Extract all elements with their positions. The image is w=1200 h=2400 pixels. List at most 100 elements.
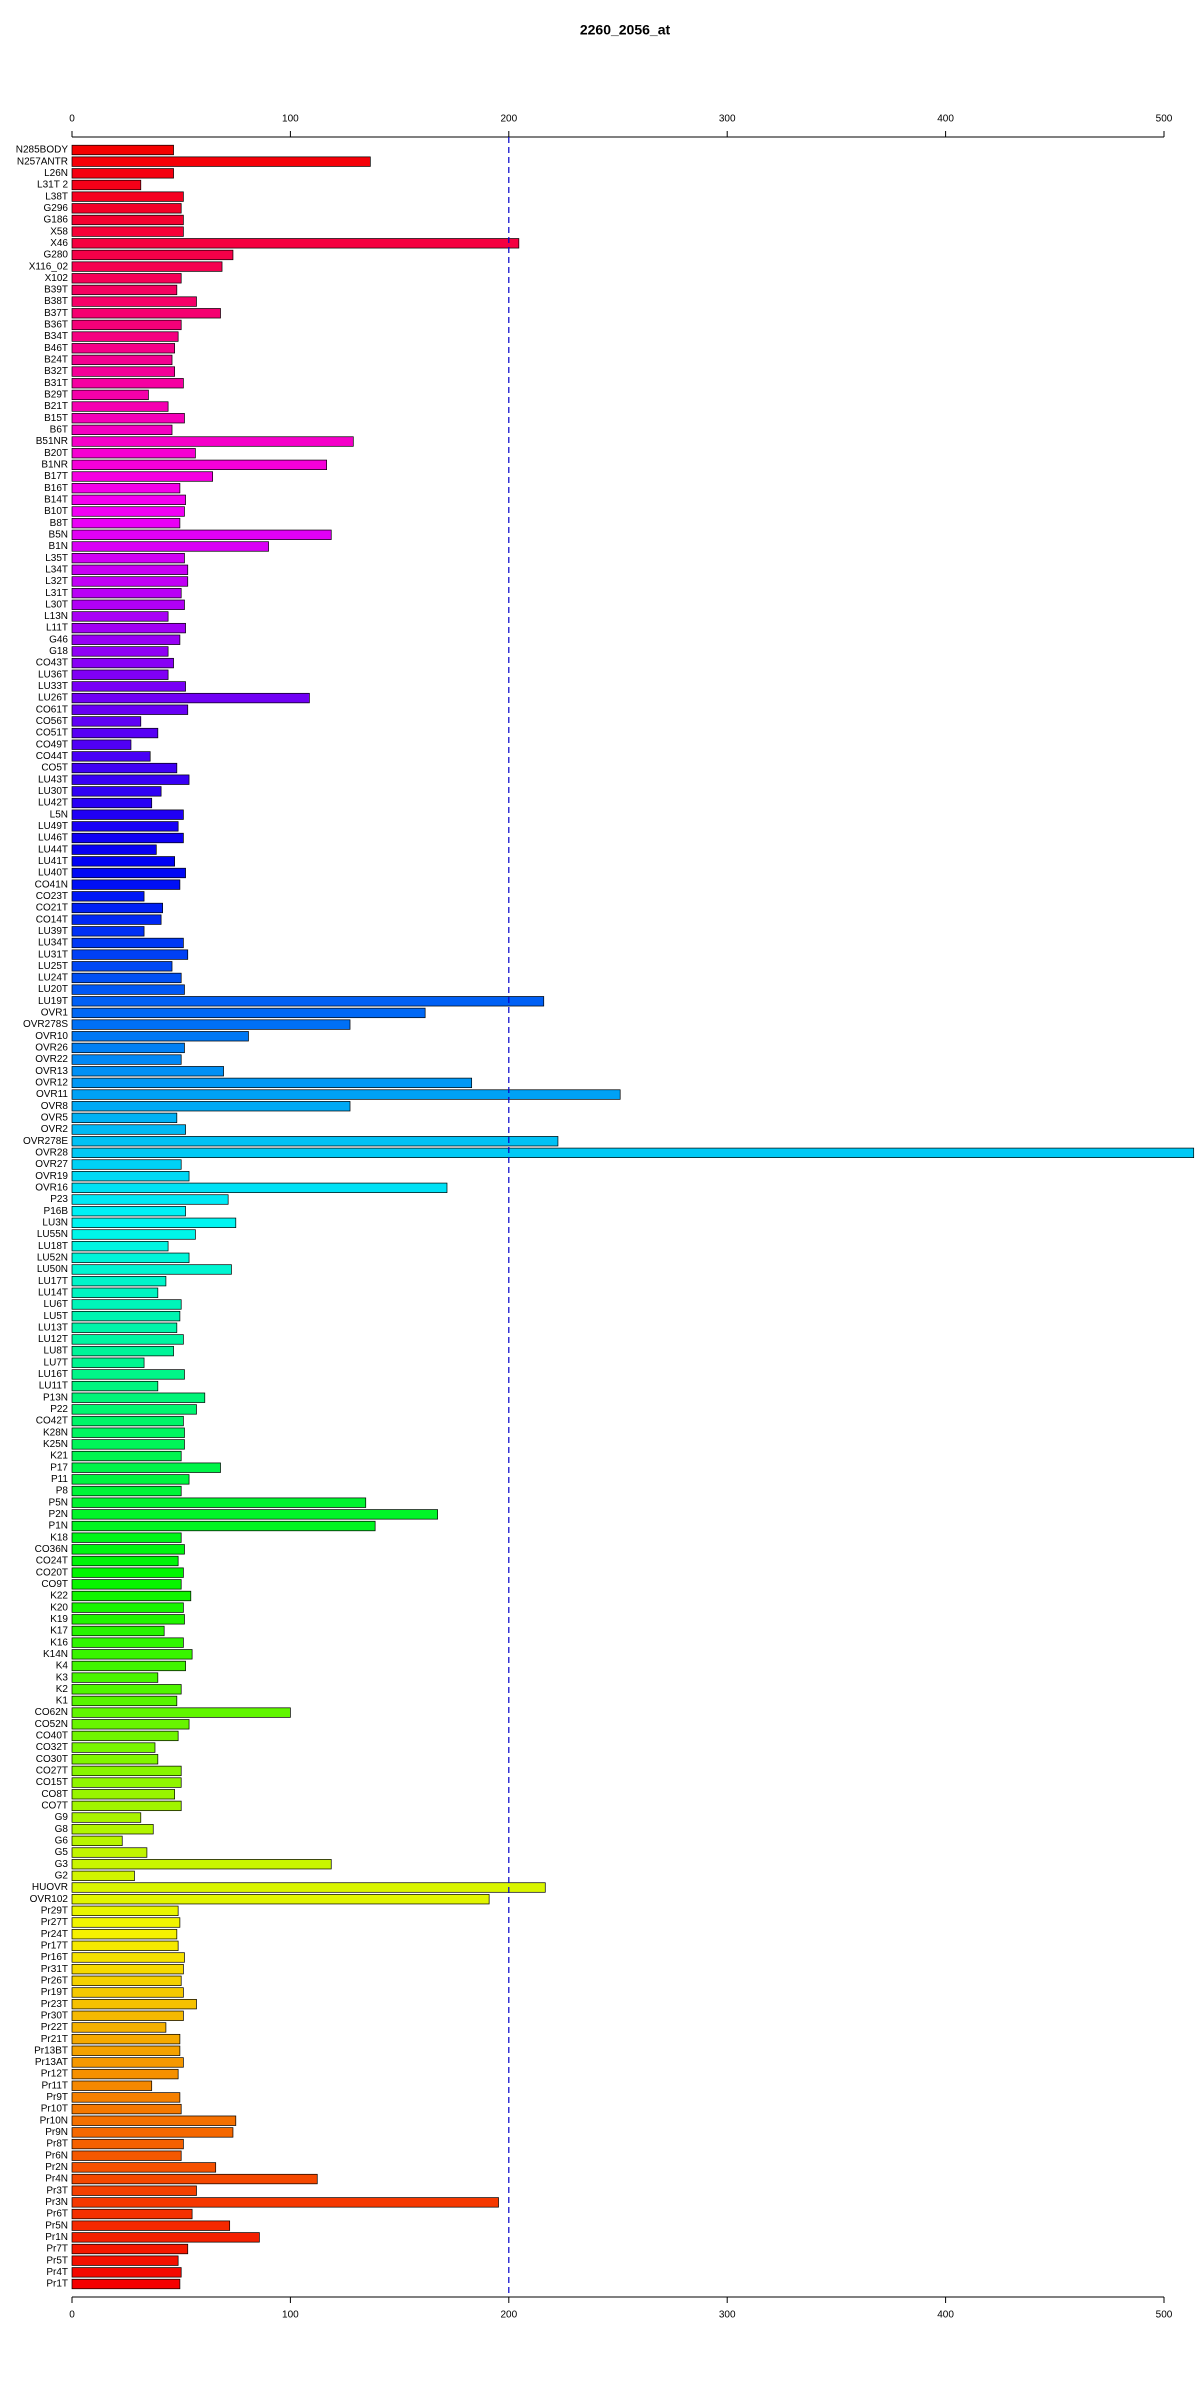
bar [71, 972, 182, 984]
bar [71, 284, 178, 296]
bar [71, 1520, 376, 1532]
y-tick-label: N257ANTR [17, 156, 68, 167]
bar [71, 331, 179, 342]
y-tick-label: L31T [45, 588, 68, 599]
y-tick-label: Pr4T [46, 2267, 68, 2278]
bar [71, 261, 223, 272]
y-tick-label: Pr22T [41, 2022, 68, 2033]
bar [71, 436, 354, 447]
bar [71, 844, 157, 855]
bar [71, 529, 332, 540]
bar [71, 191, 184, 202]
y-tick-label: G296 [44, 203, 69, 214]
bar [71, 1369, 185, 1380]
bar [71, 1544, 185, 1555]
bar [71, 2080, 153, 2091]
y-tick-label: X46 [50, 238, 68, 249]
x-tick-label: 300 [719, 2310, 736, 2321]
bar [71, 2267, 182, 2278]
y-tick-label: B20T [44, 448, 68, 459]
bar [71, 2162, 217, 2173]
y-tick-label: Pr27T [41, 1917, 68, 1928]
y-tick-label: Pr5N [45, 2220, 68, 2231]
y-tick-label: HUOVR [32, 1882, 68, 1893]
bar [71, 494, 186, 505]
bar [71, 1404, 197, 1415]
bar [71, 1555, 179, 1567]
y-tick-label: B8T [50, 518, 68, 529]
bar [71, 1182, 448, 1193]
y-tick-label: LU25T [38, 961, 68, 972]
y-tick-label: P2N [49, 1509, 68, 1520]
bar [71, 1835, 123, 1847]
y-tick-label: LU5T [44, 1311, 68, 1322]
bar [71, 727, 159, 739]
y-tick-label: Pr4N [45, 2174, 68, 2185]
y-tick-label: CO14T [36, 914, 68, 925]
y-tick-label: LU40T [38, 868, 68, 879]
y-tick-label: G280 [44, 250, 69, 261]
y-tick-label: Pr17T [41, 1940, 68, 1951]
bar [71, 401, 169, 412]
y-tick-label: OVR13 [35, 1066, 68, 1077]
y-tick-label: LU31T [38, 949, 68, 960]
y-tick-label: K21 [50, 1451, 68, 1462]
bar [71, 541, 269, 552]
y-tick-label: P11 [51, 1474, 68, 1485]
bar [71, 1252, 190, 1263]
bar [71, 459, 328, 470]
y-tick-label: OVR2 [41, 1124, 69, 1135]
bar [71, 308, 221, 319]
bar [71, 156, 371, 167]
bar [71, 1077, 473, 1089]
bar [71, 1730, 179, 1742]
bar [71, 1299, 182, 1310]
bar [71, 1450, 182, 1462]
y-tick-label: B37T [44, 308, 68, 319]
y-tick-label: P17 [50, 1462, 68, 1473]
y-tick-label: OVR278E [23, 1136, 68, 1147]
bar [71, 1264, 232, 1275]
x-tick-label: 200 [500, 2310, 517, 2321]
bar [71, 1415, 184, 1427]
bar [71, 576, 189, 587]
bar [71, 634, 181, 645]
bar [71, 902, 163, 914]
bar [71, 937, 184, 949]
y-tick-label: L26N [44, 168, 68, 179]
y-tick-label: B29T [44, 390, 68, 401]
bar [71, 2115, 237, 2126]
y-tick-label: L38T [45, 191, 68, 202]
y-tick-label: CO56T [36, 716, 68, 727]
y-tick-label: K14N [43, 1649, 68, 1660]
bar [71, 1567, 184, 1578]
y-tick-label: OVR28 [35, 1148, 68, 1159]
y-tick-label: B21T [44, 401, 68, 412]
bar [71, 144, 174, 156]
y-tick-label: LU55N [37, 1229, 68, 1240]
bar [71, 704, 189, 715]
bar [71, 1485, 182, 1497]
bar [71, 1964, 184, 1975]
y-tick-label: B15T [44, 413, 68, 424]
y-tick-label: Pr13BT [34, 2045, 68, 2056]
y-tick-label: Pr8T [46, 2139, 68, 2150]
bar [71, 319, 182, 331]
y-tick-label: Pr24T [41, 1929, 68, 1940]
y-tick-label: Pr10T [41, 2104, 68, 2115]
bar [71, 739, 132, 750]
bar [71, 657, 174, 669]
y-tick-label: G18 [49, 646, 68, 657]
bar [71, 1695, 178, 1707]
x-tick-label: 0 [69, 2310, 75, 2321]
y-tick-label: P8 [56, 1486, 69, 1497]
y-tick-label: B1N [49, 541, 68, 552]
bar [71, 1707, 291, 1718]
bar [71, 1112, 178, 1124]
y-tick-label: B34T [44, 331, 68, 342]
y-tick-label: LU19T [38, 996, 68, 1007]
y-tick-label: K1 [56, 1696, 69, 1707]
y-tick-label: Pr6N [45, 2150, 68, 2161]
y-tick-label: LU36T [38, 669, 68, 680]
